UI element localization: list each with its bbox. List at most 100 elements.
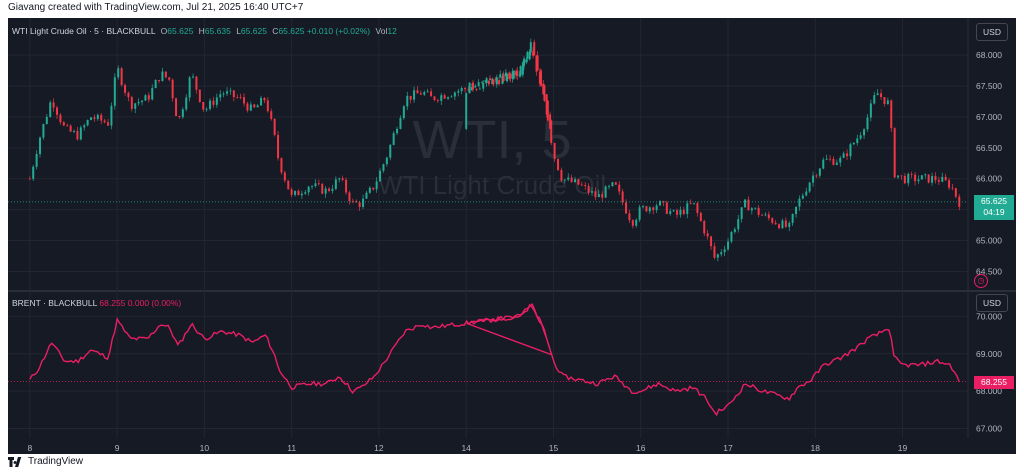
- wti-candle-body: [467, 89, 470, 91]
- wti-candle-body: [402, 106, 405, 119]
- wti-candle-body: [246, 103, 249, 111]
- wti-candle-body: [460, 88, 463, 92]
- wti-candle-body: [829, 158, 832, 160]
- wti-candle-body: [648, 207, 651, 212]
- wti-candle-body: [628, 213, 631, 221]
- wti-change: +0.010 (+0.02%): [306, 26, 371, 36]
- wti-candle-body: [215, 97, 218, 105]
- wti-candle-body: [509, 73, 512, 79]
- wti-candle-body: [409, 95, 412, 100]
- wti-candle-body: [317, 183, 320, 185]
- wti-candle-body: [549, 114, 552, 129]
- wti-candle-body: [328, 188, 331, 191]
- x-tick-label: 12: [374, 443, 384, 453]
- alert-clock-icon[interactable]: ◷: [974, 274, 988, 288]
- wti-candle-body: [239, 97, 242, 98]
- wti-candle-body: [492, 80, 495, 85]
- wti-candle-body: [192, 76, 195, 78]
- wti-candle-body: [723, 249, 726, 253]
- wti-candle-body: [477, 82, 480, 86]
- wti-candle-body: [502, 74, 505, 82]
- wti-candle-body: [433, 96, 436, 100]
- wti-candle-body: [944, 176, 947, 181]
- brent-line-layer: [8, 303, 968, 417]
- wti-legend[interactable]: WTI Light Crude Oil · 5 · BLACKBULL O65.…: [12, 26, 397, 36]
- wti-candle-body: [468, 82, 471, 94]
- wti-candle-body: [594, 191, 597, 198]
- wti-candle-body: [419, 93, 422, 95]
- wti-candle-body: [499, 74, 502, 78]
- chart-frame[interactable]: WTI, 5 WTI Light Crude Oil 64.500 65.000 6…: [8, 18, 1016, 454]
- wti-candle-body: [567, 177, 570, 180]
- wti-candle-body: [931, 176, 934, 183]
- wti-candle-body: [195, 76, 198, 90]
- wti-last-price-tag: 65.625 04:19: [974, 194, 1014, 220]
- wti-candle-body: [954, 188, 957, 197]
- brent-currency-button[interactable]: USD: [976, 294, 1008, 312]
- wti-candle-body: [557, 158, 560, 171]
- wti-vol-label: Vol: [375, 26, 388, 36]
- wti-candle-body: [876, 93, 879, 96]
- wti-candle-body: [501, 76, 504, 84]
- wti-candle-body: [540, 70, 543, 86]
- wti-currency-button[interactable]: USD: [976, 23, 1008, 41]
- wti-candle-body: [341, 178, 344, 180]
- wti-candle-body: [533, 42, 536, 56]
- wti-candle-body: [164, 71, 167, 78]
- wti-candle-body: [696, 203, 699, 213]
- wti-candle-body: [805, 191, 808, 196]
- wti-candle-body: [181, 109, 184, 118]
- wti-candle-body: [202, 102, 205, 110]
- wti-candle-body: [465, 93, 468, 129]
- wti-candle-body: [392, 133, 395, 145]
- wti-candle-body: [188, 77, 191, 98]
- wti-candle-body: [665, 202, 668, 214]
- wti-candle-body: [413, 90, 416, 100]
- wti-candle-body: [103, 120, 106, 123]
- wti-candle-body: [788, 222, 791, 227]
- wti-candle-body: [652, 207, 655, 211]
- footer: TradingView: [8, 456, 83, 467]
- wti-candle-body: [846, 153, 849, 157]
- wti-candle-body: [890, 100, 893, 129]
- wti-candle-body: [86, 120, 89, 126]
- wti-candle-body: [39, 137, 42, 154]
- wti-candle-body: [808, 182, 811, 192]
- wti-close-value: 65.625: [278, 26, 305, 36]
- wti-candle-body: [744, 199, 747, 208]
- wti-candle-body: [686, 203, 689, 214]
- wti-candle-body: [171, 79, 174, 99]
- wti-candle-body: [525, 59, 528, 63]
- wti-candle-body: [277, 134, 280, 159]
- wti-candle-body: [495, 77, 498, 85]
- wti-candle-body: [818, 168, 821, 176]
- wti-candle-body: [365, 192, 368, 199]
- wti-candle-body: [161, 71, 164, 81]
- x-tick-label: 14: [461, 443, 471, 453]
- wti-candle-body: [682, 209, 685, 214]
- wti-candle-body: [754, 207, 757, 209]
- wti-candle-body: [521, 62, 524, 75]
- wti-candle-body: [546, 100, 549, 121]
- wti-candle-body: [198, 89, 201, 103]
- wti-candle-body: [900, 175, 903, 177]
- wti-candle-body: [655, 205, 658, 211]
- wti-candle-body: [538, 71, 541, 84]
- brent-legend[interactable]: BRENT · BLACKBULL 68.255 0.000 (0.00%): [12, 298, 181, 308]
- wti-candle-body: [338, 178, 341, 180]
- chart-svg[interactable]: WTI, 5 WTI Light Crude Oil 64.500 65.000 6…: [8, 18, 1016, 454]
- wti-candle-body: [727, 241, 730, 250]
- x-tick-label: 15: [549, 443, 559, 453]
- wti-candle-body: [669, 211, 672, 214]
- wti-candle-body: [351, 200, 354, 202]
- wti-candle-body: [832, 158, 835, 165]
- wti-candle-body: [79, 127, 82, 140]
- wti-candle-body: [886, 100, 889, 105]
- wti-candle-body: [226, 91, 229, 94]
- wti-candle-body: [273, 118, 276, 135]
- wti-candle-body: [523, 58, 526, 67]
- wti-y-tick-label: 64.500: [976, 266, 1002, 276]
- wti-candle-body: [910, 173, 913, 175]
- wti-candle-body: [560, 170, 563, 181]
- wti-candle-body: [679, 209, 682, 215]
